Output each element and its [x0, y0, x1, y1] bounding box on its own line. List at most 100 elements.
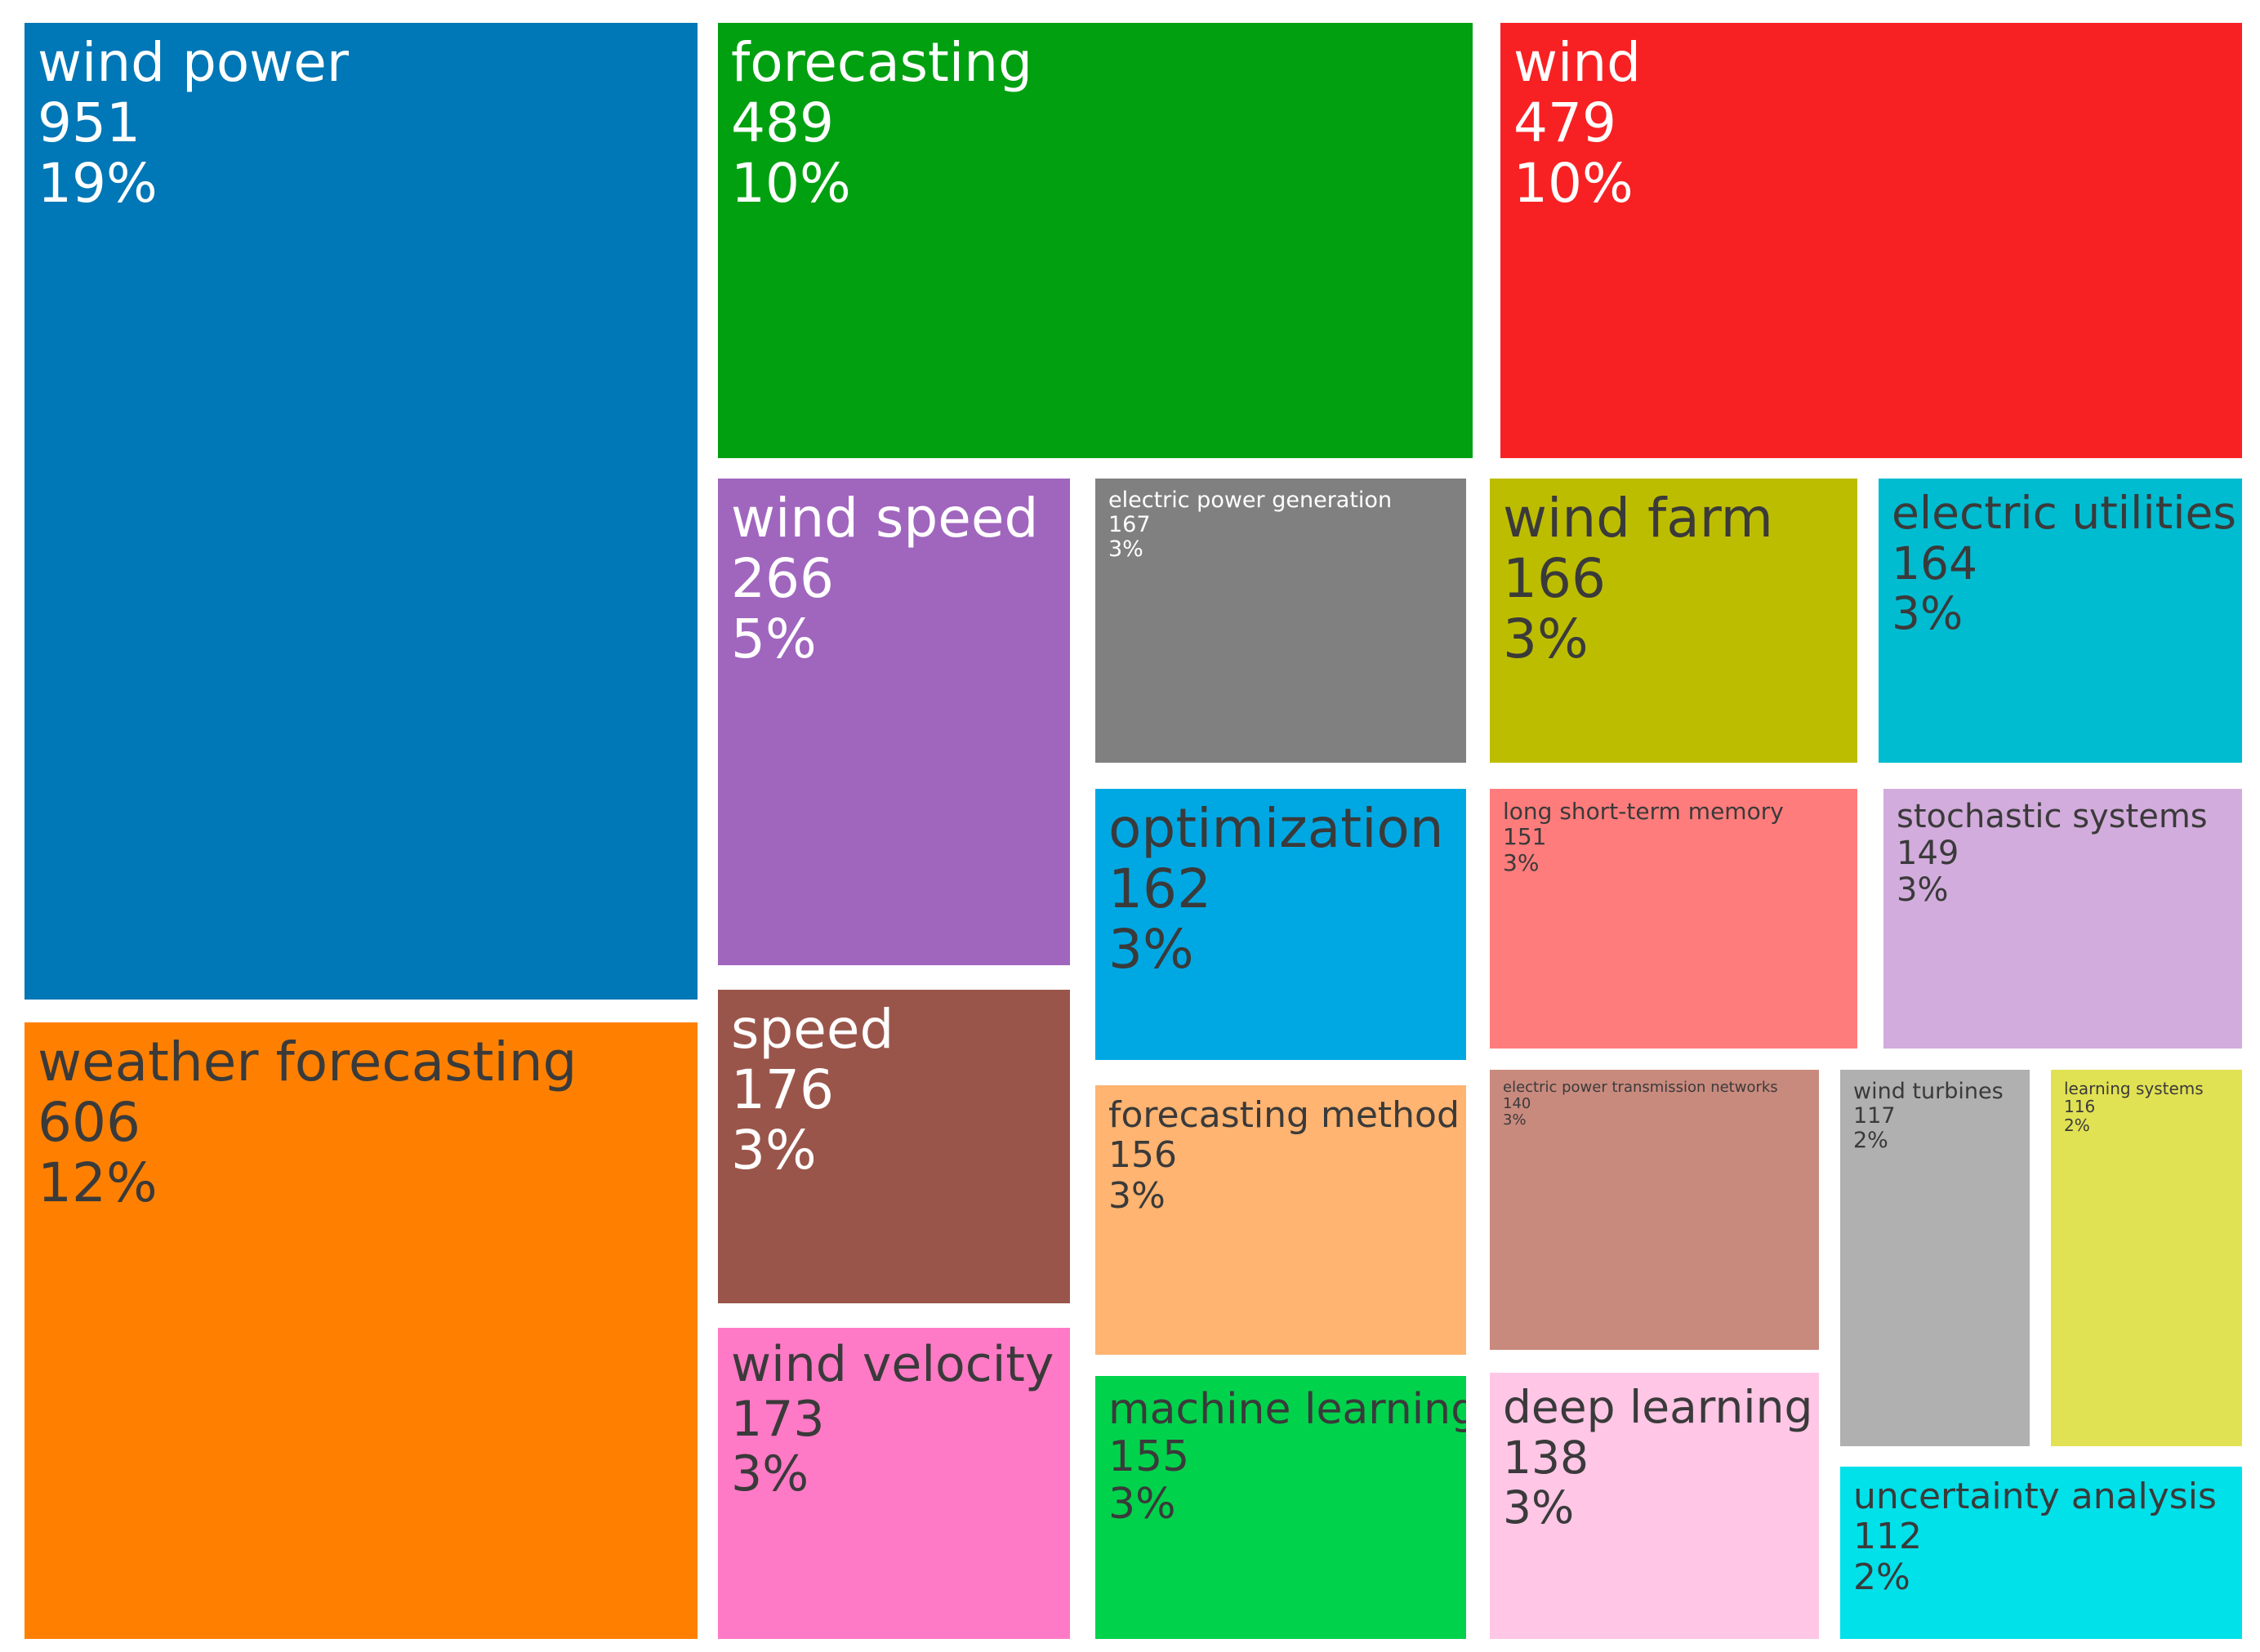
tile-name: speed: [731, 998, 894, 1061]
tile-name: learning systems: [2064, 1079, 2204, 1098]
treemap-tile-electric-power-generation: electric power generation 167 3%: [1090, 474, 1471, 768]
tile-name: weather forecasting: [38, 1031, 577, 1093]
tile-value: 173: [731, 1391, 825, 1449]
tile-percent: 3%: [1108, 1480, 1176, 1530]
treemap-tile-speed: speed 176 3%: [713, 985, 1075, 1308]
tile-percent: 3%: [1108, 1174, 1166, 1217]
tile-label-group: weather forecasting 606 12%: [38, 1032, 577, 1213]
tile-label-group: wind power 951 19%: [38, 33, 349, 214]
tile-percent: 3%: [1503, 1111, 1527, 1129]
tile-value: 117: [1853, 1103, 1896, 1129]
tile-percent: 3%: [1897, 871, 1949, 909]
tile-name: optimization: [1108, 797, 1444, 860]
tile-value: 266: [731, 546, 834, 610]
tile-percent: 3%: [731, 1445, 809, 1503]
tile-percent: 3%: [1108, 537, 1143, 563]
tile-name: wind: [1513, 31, 1642, 94]
tile-label-group: electric power transmission networks 140 3…: [1503, 1079, 1778, 1129]
tile-value: 151: [1503, 823, 1547, 851]
tile-percent: 12%: [38, 1151, 158, 1214]
tile-name: stochastic systems: [1897, 798, 2208, 835]
tile-percent: 10%: [1513, 151, 1634, 215]
treemap-tile-deep-learning: deep learning 138 3%: [1485, 1368, 1824, 1644]
treemap-tile-learning-systems: learning systems 116 2%: [2046, 1065, 2247, 1451]
tile-percent: 3%: [1503, 848, 1540, 876]
tile-label-group: forecasting method 156 3%: [1108, 1095, 1460, 1216]
tile-label-group: long short-term memory 151 3%: [1503, 799, 1784, 875]
tile-label-group: optimization 162 3%: [1108, 799, 1444, 980]
tile-percent: 3%: [1892, 587, 1964, 640]
treemap-tile-electric-power-transmission-networks: electric power transmission networks 140 3…: [1485, 1065, 1824, 1355]
treemap-tile-stochastic-systems: stochastic systems 149 3%: [1879, 784, 2247, 1053]
treemap-tile-optimization: optimization 162 3%: [1090, 784, 1471, 1065]
treemap-tile-uncertainty-analysis: uncertainty analysis 112 2%: [1835, 1462, 2247, 1644]
tile-percent: 2%: [1853, 1556, 1910, 1598]
tile-value: 164: [1892, 537, 1977, 590]
tile-label-group: wind turbines 117 2%: [1853, 1079, 2004, 1154]
treemap-tile-machine-learning: machine learning 155 3%: [1090, 1371, 1471, 1644]
tile-percent: 2%: [2064, 1115, 2090, 1135]
tile-name: wind farm: [1503, 487, 1773, 550]
tile-name: wind velocity: [731, 1336, 1054, 1393]
treemap-tile-wind-velocity: wind velocity 173 3%: [713, 1323, 1075, 1644]
tile-percent: 3%: [1503, 607, 1589, 670]
tile-name: wind speed: [731, 487, 1039, 550]
tile-percent: 5%: [731, 607, 817, 670]
tile-label-group: wind speed 266 5%: [731, 488, 1038, 670]
tile-percent: 3%: [731, 1118, 817, 1182]
tile-value: 489: [731, 91, 834, 154]
treemap-tile-wind-turbines: wind turbines 117 2%: [1835, 1065, 2035, 1451]
tile-name: forecasting: [731, 31, 1032, 94]
tile-value: 167: [1108, 512, 1151, 538]
tile-percent: 3%: [1108, 917, 1194, 981]
tile-name: electric utilities: [1892, 487, 2236, 539]
tile-value: 176: [731, 1058, 834, 1121]
tile-value: 138: [1503, 1431, 1589, 1484]
tile-percent: 19%: [38, 151, 158, 215]
tile-label-group: speed 176 3%: [731, 1000, 894, 1181]
tile-label-group: forecasting 489 10%: [731, 33, 1032, 214]
tile-value: 606: [38, 1090, 140, 1154]
tile-label-group: electric utilities 164 3%: [1892, 488, 2236, 639]
tile-percent: 10%: [731, 151, 851, 215]
tile-value: 951: [38, 91, 140, 154]
tile-name: wind power: [38, 31, 350, 94]
tile-name: uncertainty analysis: [1853, 1476, 2217, 1517]
tile-label-group: learning systems 116 2%: [2064, 1079, 2204, 1135]
treemap-tile-wind-farm: wind farm 166 3%: [1485, 474, 1862, 768]
tile-value: 479: [1513, 91, 1616, 154]
tile-value: 166: [1503, 546, 1606, 610]
tile-percent: 3%: [1503, 1481, 1575, 1534]
tile-value: 149: [1897, 834, 1959, 872]
treemap-tile-wind: wind 479 10%: [1496, 18, 2247, 463]
tile-name: electric power transmission networks: [1503, 1079, 1778, 1096]
tile-value: 162: [1108, 857, 1211, 920]
treemap-tile-forecasting: forecasting 489 10%: [713, 18, 1478, 463]
treemap-tile-electric-utilities: electric utilities 164 3%: [1874, 474, 2247, 768]
treemap-tile-wind-speed: wind speed 266 5%: [713, 474, 1075, 970]
tile-percent: 2%: [1853, 1128, 1888, 1154]
tile-name: deep learning: [1503, 1381, 1813, 1433]
tile-label-group: wind velocity 173 3%: [731, 1336, 1054, 1503]
tile-value: 140: [1503, 1095, 1531, 1113]
tile-label-group: wind 479 10%: [1513, 33, 1641, 214]
treemap-tile-weather-forecasting: weather forecasting 606 12%: [20, 1017, 702, 1644]
tile-label-group: uncertainty analysis 112 2%: [1853, 1476, 2217, 1597]
tile-label-group: electric power generation 167 3%: [1108, 488, 1392, 563]
tile-name: electric power generation: [1108, 488, 1393, 513]
tile-name: forecasting method: [1108, 1094, 1460, 1136]
tile-value: 156: [1108, 1134, 1177, 1177]
tile-value: 155: [1108, 1432, 1190, 1482]
tile-label-group: stochastic systems 149 3%: [1897, 799, 2208, 908]
tile-value: 112: [1853, 1516, 1922, 1558]
tile-name: wind turbines: [1853, 1079, 2004, 1104]
tile-value: 116: [2064, 1097, 2096, 1117]
tile-name: long short-term memory: [1503, 798, 1784, 825]
treemap-tile-wind-power: wind power 951 19%: [20, 18, 702, 1004]
tile-label-group: machine learning 155 3%: [1108, 1385, 1471, 1530]
tile-label-group: deep learning 138 3%: [1503, 1381, 1813, 1534]
treemap-tile-long-short-term-memory: long short-term memory 151 3%: [1485, 784, 1862, 1053]
tile-label-group: wind farm 166 3%: [1503, 488, 1773, 670]
tile-name: machine learning: [1108, 1385, 1471, 1434]
